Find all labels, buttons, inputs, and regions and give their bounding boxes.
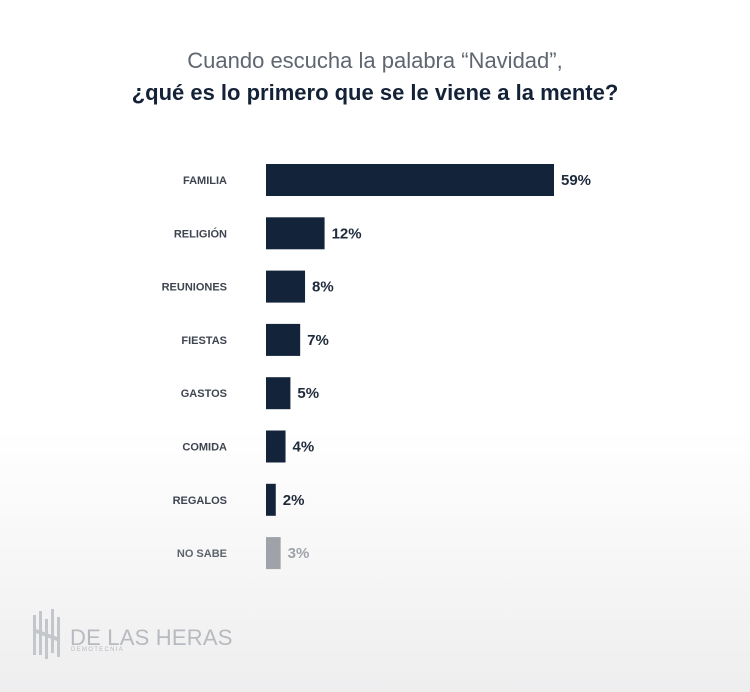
bar [266, 483, 276, 516]
value-label: 3% [288, 545, 310, 562]
value-label: 4% [293, 439, 315, 456]
value-label: 7% [307, 332, 329, 349]
category-label: RELIGIÓN [174, 227, 227, 240]
category-label: COMIDA [182, 442, 227, 454]
title-line-1: Cuando escucha la palabra “Navidad”, [187, 48, 563, 73]
bar-chart: FAMILIA 59% RELIGIÓN 12% REUNIONES 8% FIESTAS 7… [162, 164, 591, 570]
bar [266, 270, 306, 303]
bar [266, 430, 286, 463]
brand-name: DE LAS HERAS [70, 625, 233, 650]
bar [266, 217, 325, 250]
category-label: REUNIONES [162, 282, 227, 294]
building-columns-logo-icon [33, 609, 60, 659]
value-label: 59% [561, 172, 591, 189]
category-label: FAMILIA [183, 175, 227, 187]
bar [266, 537, 281, 570]
category-label: NO SABE [177, 548, 227, 560]
category-label: GASTOS [181, 388, 227, 400]
brand-subtitle: DEMOTECNIA [71, 647, 125, 653]
title-line-2: ¿qué es lo primero que se le viene a la … [131, 80, 619, 105]
brand-logo: DE LAS HERAS DEMOTECNIA [32, 607, 232, 663]
bar [266, 323, 301, 356]
value-label: 5% [297, 385, 319, 402]
value-label: 8% [312, 279, 334, 296]
value-label: 2% [283, 492, 305, 509]
bar [266, 164, 554, 196]
bar [266, 377, 291, 410]
chart-title: Cuando escucha la palabra “Navidad”, ¿qu… [0, 44, 750, 108]
category-label: REGALOS [173, 495, 227, 507]
category-label: FIESTAS [181, 335, 227, 347]
value-label: 12% [332, 225, 362, 242]
